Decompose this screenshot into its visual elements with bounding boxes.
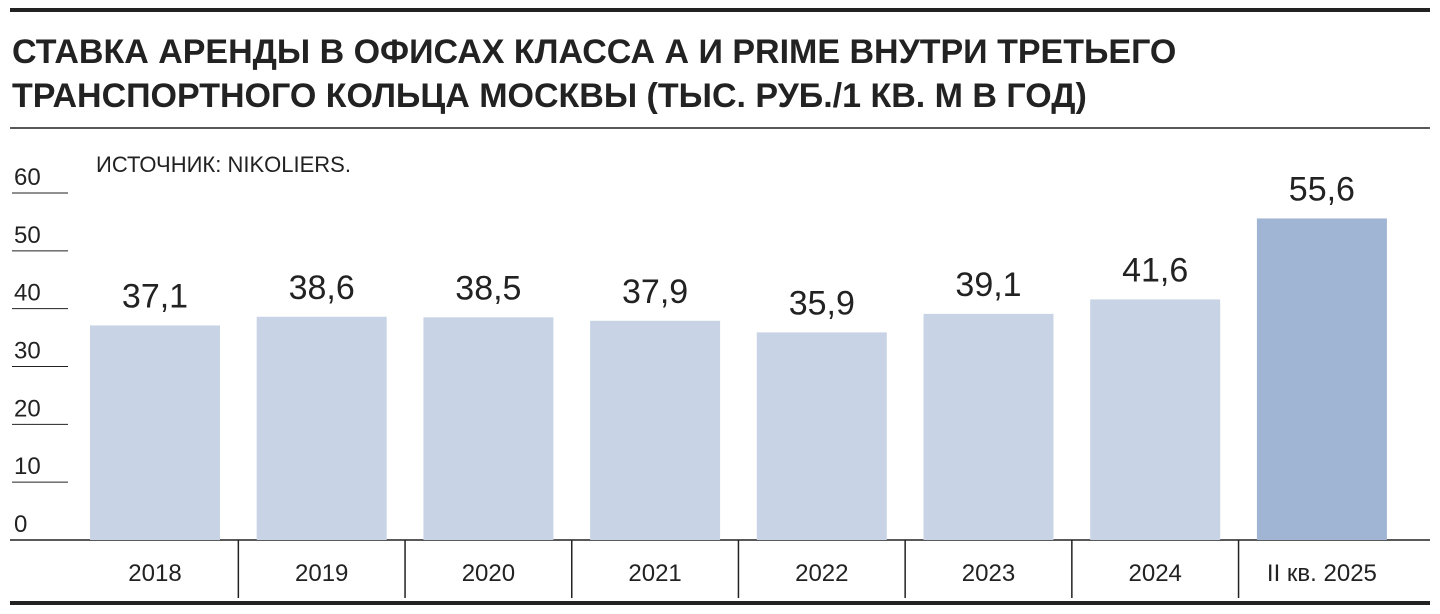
value-label: 55,6 [1289,170,1355,208]
x-tick-label: 2018 [128,560,181,587]
value-label: 38,6 [289,269,355,307]
value-label: 35,9 [789,284,855,322]
x-tick-label: 2024 [1129,560,1182,587]
chart-title: ТРАНСПОРТНОГО КОЛЬЦА МОСКВЫ (ТЫС. РУБ./1… [12,77,1087,115]
x-tick-label: 2021 [628,560,681,587]
bar [1090,299,1221,540]
value-label: 37,1 [122,277,188,315]
bar [923,313,1054,540]
source-note: ИСТОЧНИК: NIKOLIERS. [96,152,351,177]
value-label: 37,9 [622,273,688,311]
value-label: 38,5 [455,269,521,307]
bottom-rule [10,601,1430,605]
x-tick-label: 2022 [795,560,848,587]
bar [590,320,721,540]
value-label: 41,6 [1122,251,1188,289]
top-rule [10,8,1430,12]
y-tick-label: 60 [14,164,41,191]
bar [756,332,887,540]
x-tick-label: 2020 [462,560,515,587]
bar [90,325,220,540]
bar [423,317,554,540]
y-tick-label: 20 [14,395,41,422]
x-tick-label: II кв. 2025 [1267,560,1377,587]
y-tick-label: 0 [14,511,27,538]
chart-title: СТАВКА АРЕНДЫ В ОФИСАХ КЛАССА А И PRIME … [12,33,1176,71]
x-tick-label: 2019 [295,560,348,587]
y-tick-label: 10 [14,453,41,480]
x-tick-label: 2023 [962,560,1015,587]
value-label: 39,1 [955,266,1021,304]
bar [256,316,387,540]
bar [1256,218,1387,541]
y-tick-label: 50 [14,222,41,249]
y-tick-label: 40 [14,280,41,307]
y-tick-label: 30 [14,338,41,365]
